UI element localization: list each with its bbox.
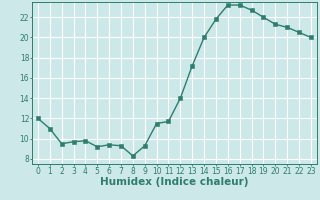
X-axis label: Humidex (Indice chaleur): Humidex (Indice chaleur)	[100, 177, 249, 187]
